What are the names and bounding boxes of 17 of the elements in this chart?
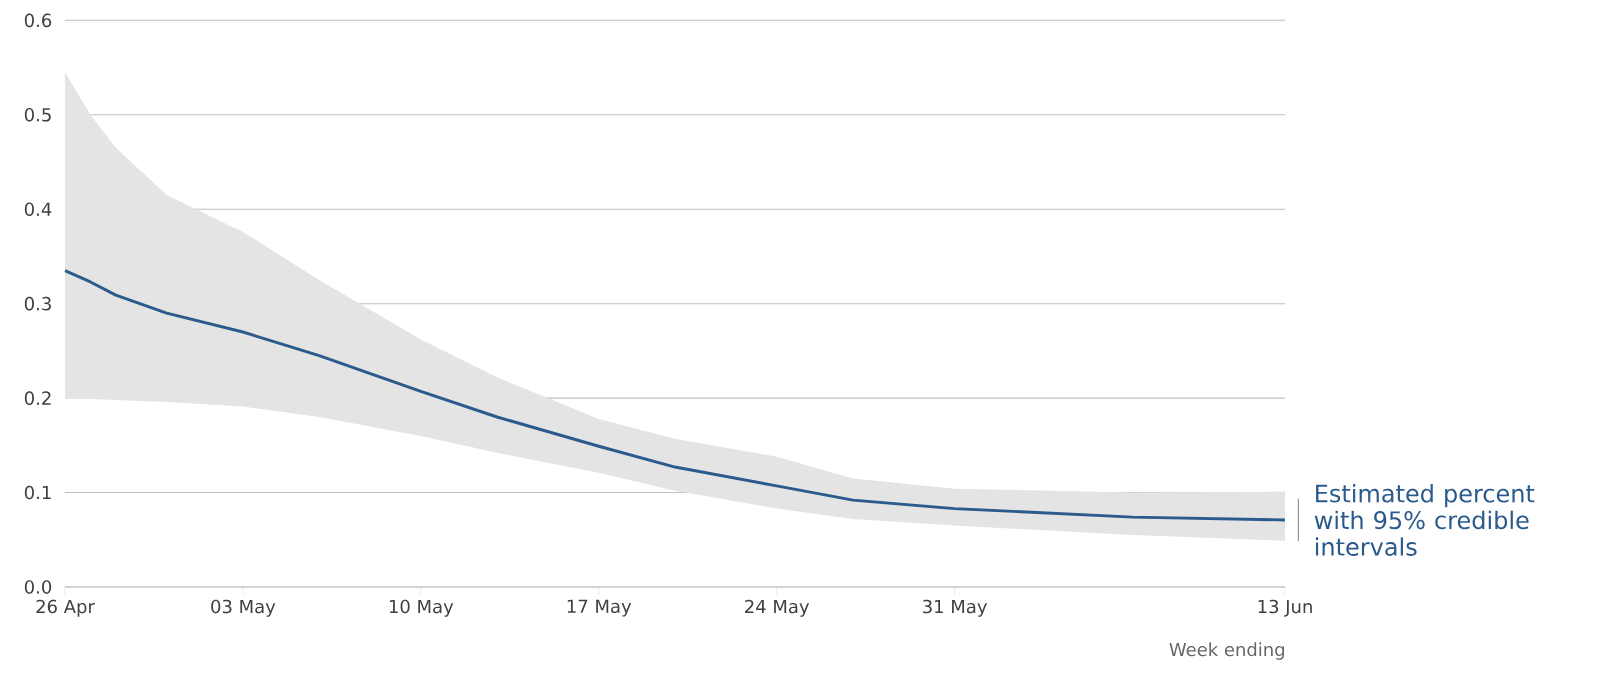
x-axis-title: Week ending <box>1169 642 1284 660</box>
y-tick-label: 0.3 <box>24 296 51 311</box>
x-tick-label: 03 May <box>211 599 276 617</box>
y-tick-label: 0.5 <box>24 107 51 122</box>
y-tick-label: 0.4 <box>24 202 52 217</box>
y-tick-label: 0.6 <box>24 13 52 28</box>
x-tick-label: 13 Jun <box>1258 599 1312 617</box>
x-tick-label: 17 May <box>567 599 632 617</box>
x-tick-label: 10 May <box>389 599 454 617</box>
x-tick-label: 26 Apr <box>36 599 95 617</box>
x-tick-label: 31 May <box>923 599 987 617</box>
series-label: Estimated percent with 95% credible intervals <box>1314 483 1535 556</box>
y-tick-label: 0.1 <box>24 485 51 500</box>
line-series <box>63 269 1287 522</box>
y-tick-label: 0.0 <box>24 580 52 594</box>
x-tick-label: 24 May <box>745 599 810 617</box>
y-tick-label: 0.2 <box>24 391 51 405</box>
